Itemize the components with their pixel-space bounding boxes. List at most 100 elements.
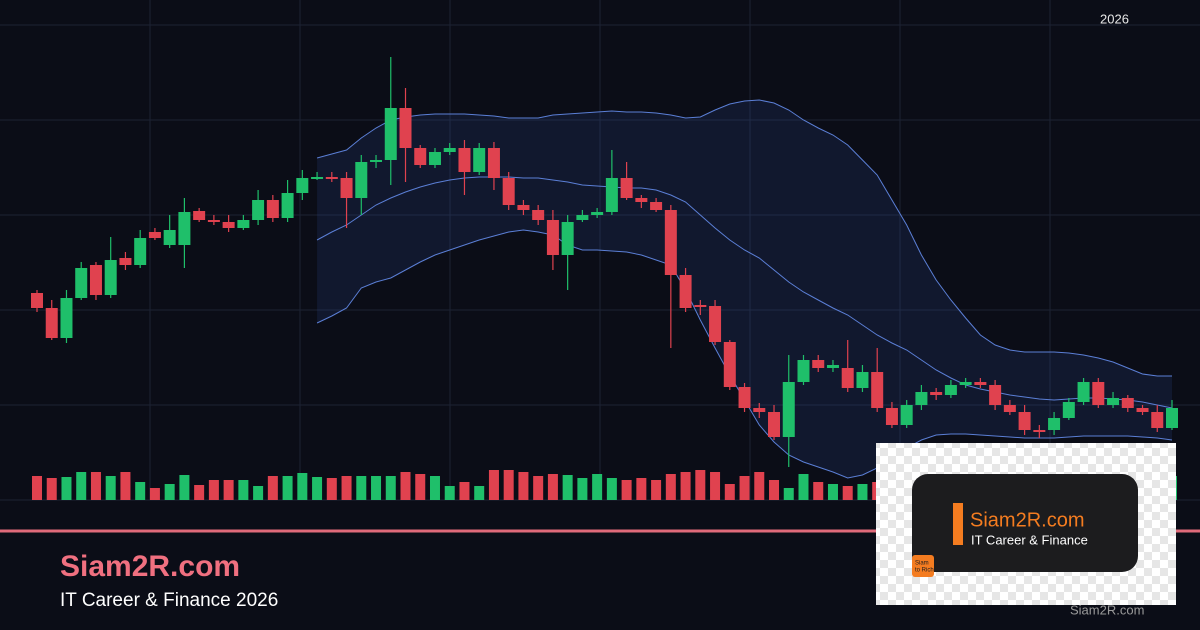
candle-body xyxy=(193,211,206,220)
footer-url: Siam2R.com xyxy=(1070,602,1144,617)
volume-bar xyxy=(61,477,72,500)
candle-body xyxy=(163,230,176,245)
volume-bar xyxy=(680,472,691,500)
candle-body xyxy=(502,178,515,205)
candle-body xyxy=(207,220,220,222)
candle-body xyxy=(1077,382,1090,402)
candle-body xyxy=(1003,405,1016,412)
logo-tagline: IT Career & Finance xyxy=(971,532,1088,547)
candle-body xyxy=(31,293,43,308)
volume-bar xyxy=(371,476,382,500)
candle-body xyxy=(664,210,677,275)
brand-name: Siam2R.com xyxy=(60,550,240,583)
logo-card xyxy=(912,474,1138,572)
candle-body xyxy=(546,220,559,255)
candle-body xyxy=(355,162,368,198)
candle-body xyxy=(1033,430,1046,432)
candle-body xyxy=(915,392,928,405)
volume-bar xyxy=(194,485,205,500)
candle-body xyxy=(1062,402,1075,418)
candle-body xyxy=(1018,412,1031,430)
candle-body xyxy=(797,360,810,382)
candle-body xyxy=(650,202,663,210)
candle-body xyxy=(517,205,530,210)
candle-body xyxy=(266,200,279,218)
volume-bar xyxy=(562,475,573,500)
candle-body xyxy=(709,306,722,342)
volume-bar xyxy=(312,477,323,500)
volume-bar xyxy=(813,482,824,500)
logo-name: Siam2R.com xyxy=(970,509,1084,531)
candle-body xyxy=(1121,398,1134,408)
volume-bar xyxy=(592,474,603,500)
volume-bar xyxy=(385,476,396,500)
volume-bar xyxy=(754,472,765,500)
candle-body xyxy=(841,368,854,388)
candle-body xyxy=(1166,408,1178,428)
logo-bar xyxy=(953,503,963,545)
candle-body xyxy=(384,108,397,160)
volume-bar xyxy=(90,472,101,500)
candle-body xyxy=(812,360,825,368)
plot xyxy=(31,57,1178,500)
candle-body xyxy=(60,298,73,338)
candle-body xyxy=(974,382,987,385)
candle-body xyxy=(738,387,751,408)
candle-body xyxy=(134,238,147,265)
candle-body xyxy=(45,308,58,338)
volume-bar xyxy=(297,473,308,500)
volume-bar xyxy=(179,475,190,500)
volume-bar xyxy=(282,476,293,500)
candle-body xyxy=(885,408,898,425)
candle-body xyxy=(222,222,235,228)
volume-bar xyxy=(547,474,558,500)
candle-body xyxy=(487,148,500,178)
volume-bar xyxy=(135,482,146,500)
volume-bar xyxy=(164,484,175,500)
candle-body xyxy=(119,258,132,265)
volume-bar xyxy=(695,470,706,500)
volume-bar xyxy=(518,472,529,500)
candle-body xyxy=(591,212,604,215)
candle-body xyxy=(782,382,795,437)
logo-icon-text: Siam xyxy=(915,561,929,567)
candle-body xyxy=(428,152,441,165)
volume-bar xyxy=(857,484,868,500)
candle-body xyxy=(826,365,839,368)
logo: Siam2R.com IT Career & Finance Siam to R… xyxy=(876,443,1176,605)
band-fill xyxy=(317,100,1172,478)
candle-body xyxy=(1151,412,1164,428)
candle-body xyxy=(723,342,736,387)
volume-bar xyxy=(326,478,337,500)
candle-body xyxy=(620,178,633,198)
volume-bar xyxy=(842,486,853,500)
candle-body xyxy=(989,385,1002,405)
volume-bar xyxy=(415,474,426,500)
volume-bar xyxy=(769,480,780,500)
volume-bar xyxy=(356,476,367,500)
volume-bar xyxy=(400,472,411,500)
candle-body xyxy=(561,222,574,255)
candle-body xyxy=(473,148,486,172)
volume-bar xyxy=(488,470,499,500)
volume-bar xyxy=(827,484,838,500)
candle-body xyxy=(768,412,781,437)
candle-body xyxy=(959,382,972,385)
logo-icon-text: to Rich xyxy=(915,568,934,574)
candle-body xyxy=(605,178,618,212)
volume-bar xyxy=(651,480,662,500)
volume-bar xyxy=(429,476,440,500)
upper-band xyxy=(316,99,1172,377)
volume-bar xyxy=(444,486,455,500)
candle-body xyxy=(635,198,648,202)
volume-bar xyxy=(606,478,617,500)
candle-body xyxy=(252,200,265,220)
volume-bar xyxy=(621,480,632,500)
candle-body xyxy=(325,177,338,179)
volume-bar xyxy=(120,472,131,500)
volume-bar xyxy=(223,480,234,500)
candle-body xyxy=(1136,408,1149,412)
year-label: 2026 xyxy=(1100,11,1129,26)
volume-bar xyxy=(474,486,485,500)
